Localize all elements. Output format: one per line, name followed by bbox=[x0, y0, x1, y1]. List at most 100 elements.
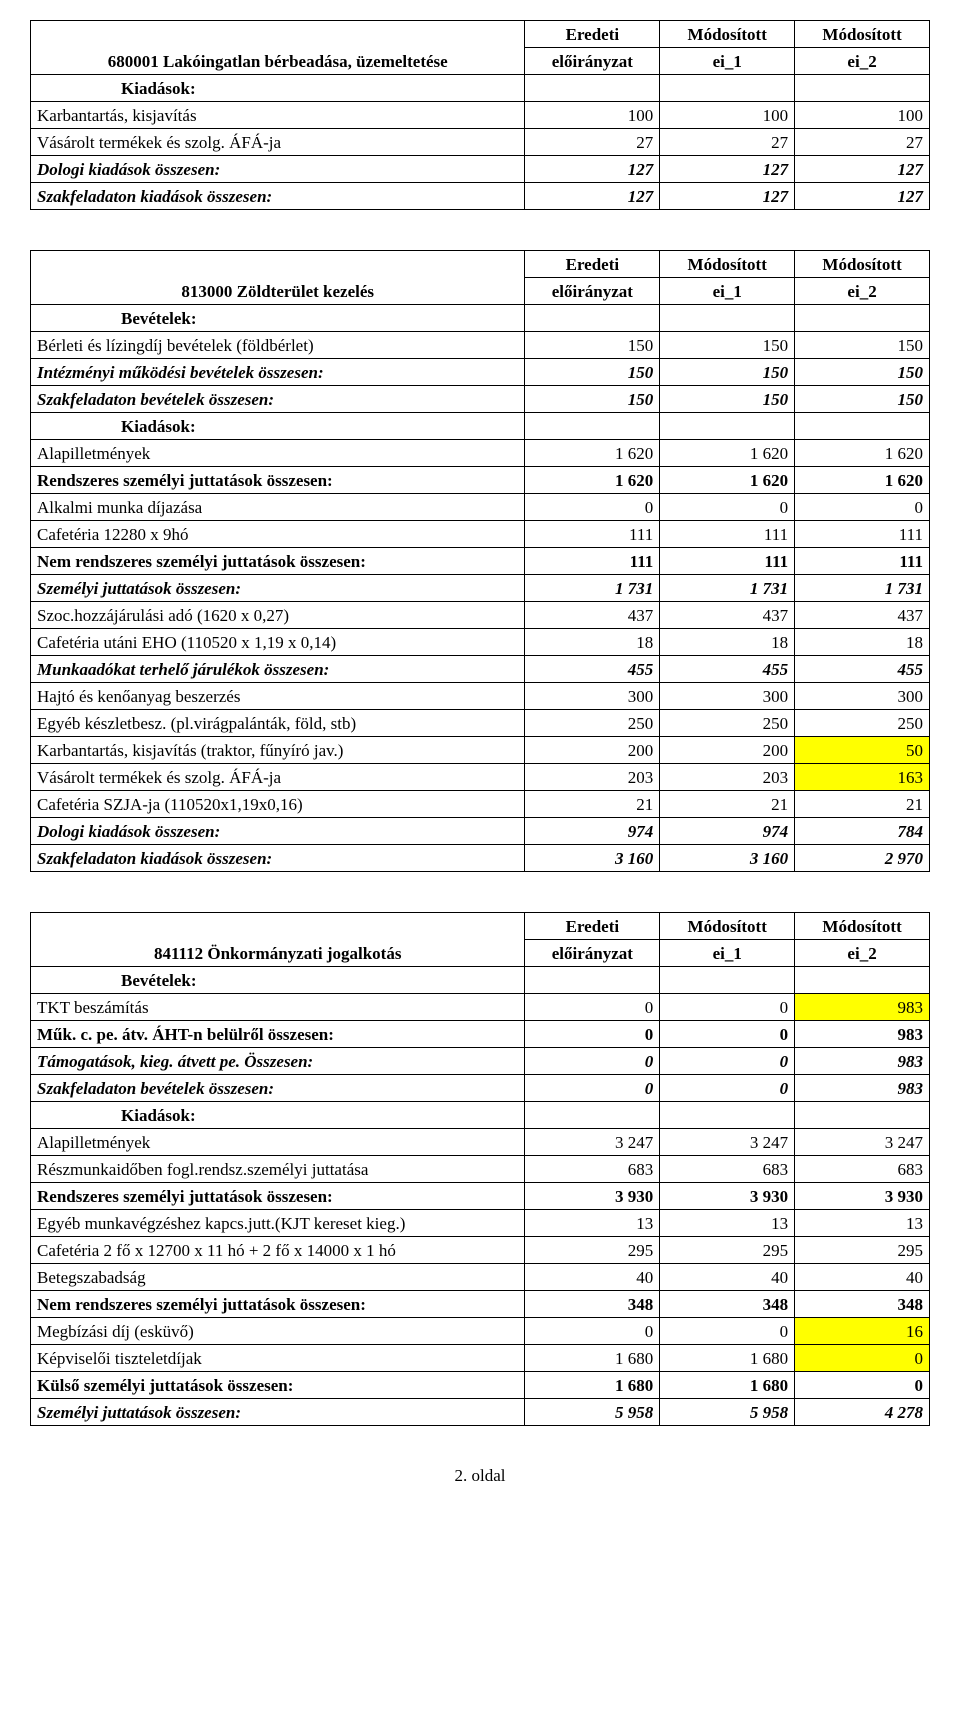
row-label: Szakfeladaton kiadások összesen: bbox=[31, 845, 525, 872]
table-row: Rendszeres személyi juttatások összesen:… bbox=[31, 1183, 930, 1210]
row-value bbox=[795, 967, 930, 994]
row-value: 250 bbox=[660, 710, 795, 737]
table-row: Alapilletmények3 2473 2473 247 bbox=[31, 1129, 930, 1156]
table-row: Szakfeladaton kiadások összesen:12712712… bbox=[31, 183, 930, 210]
table-row: Intézményi működési bevételek összesen:1… bbox=[31, 359, 930, 386]
row-value: 127 bbox=[525, 183, 660, 210]
table-row: Betegszabadság404040 bbox=[31, 1264, 930, 1291]
row-value: 40 bbox=[795, 1264, 930, 1291]
row-label: Intézményi működési bevételek összesen: bbox=[31, 359, 525, 386]
table-row: Dologi kiadások összesen:974974784 bbox=[31, 818, 930, 845]
row-value: 0 bbox=[525, 1048, 660, 1075]
table-row: Személyi juttatások összesen:5 9585 9584… bbox=[31, 1399, 930, 1426]
row-value: 100 bbox=[795, 102, 930, 129]
row-label: Cafetéria SZJA-ja (110520x1,19x0,16) bbox=[31, 791, 525, 818]
hdr-c2a: Módosított bbox=[660, 21, 795, 48]
row-label: Vásárolt termékek és szolg. ÁFÁ-ja bbox=[31, 129, 525, 156]
row-label: Alkalmi munka díjazása bbox=[31, 494, 525, 521]
row-label: Betegszabadság bbox=[31, 1264, 525, 1291]
table-680001: 680001 Lakóingatlan bérbeadása, üzemelte… bbox=[30, 20, 930, 210]
row-value: 27 bbox=[660, 129, 795, 156]
row-value: 150 bbox=[525, 359, 660, 386]
row-value: 0 bbox=[525, 494, 660, 521]
row-value: 974 bbox=[660, 818, 795, 845]
row-label: Műk. c. pe. átv. ÁHT-n belülről összesen… bbox=[31, 1021, 525, 1048]
row-value: 18 bbox=[525, 629, 660, 656]
hdr-c3a: Módosított bbox=[795, 251, 930, 278]
row-value bbox=[660, 413, 795, 440]
row-value: 0 bbox=[660, 994, 795, 1021]
row-value bbox=[795, 1102, 930, 1129]
row-value: 150 bbox=[525, 386, 660, 413]
row-value: 1 680 bbox=[660, 1345, 795, 1372]
table-row: Egyéb készletbesz. (pl.virágpalánták, fö… bbox=[31, 710, 930, 737]
table-row: Megbízási díj (esküvő)0016 bbox=[31, 1318, 930, 1345]
row-label: Karbantartás, kisjavítás bbox=[31, 102, 525, 129]
table-row: Szakfeladaton bevételek összesen:00983 bbox=[31, 1075, 930, 1102]
row-value: 683 bbox=[525, 1156, 660, 1183]
row-value: 150 bbox=[660, 386, 795, 413]
row-label: Egyéb készletbesz. (pl.virágpalánták, fö… bbox=[31, 710, 525, 737]
row-value: 200 bbox=[660, 737, 795, 764]
row-value: 295 bbox=[525, 1237, 660, 1264]
hdr-c1b: előirányzat bbox=[525, 940, 660, 967]
row-label: Támogatások, kieg. átvett pe. Összesen: bbox=[31, 1048, 525, 1075]
row-value: 111 bbox=[525, 521, 660, 548]
hdr-c1b: előirányzat bbox=[525, 278, 660, 305]
row-value: 111 bbox=[525, 548, 660, 575]
row-value: 300 bbox=[660, 683, 795, 710]
row-label: Hajtó és kenőanyag beszerzés bbox=[31, 683, 525, 710]
table-row: Cafetéria SZJA-ja (110520x1,19x0,16)2121… bbox=[31, 791, 930, 818]
row-label: Kiadások: bbox=[31, 413, 525, 440]
row-value: 348 bbox=[660, 1291, 795, 1318]
row-value: 163 bbox=[795, 764, 930, 791]
row-value: 0 bbox=[525, 1075, 660, 1102]
table-body: Bevételek:Bérleti és lízingdíj bevételek… bbox=[31, 305, 930, 872]
table-row: Egyéb munkavégzéshez kapcs.jutt.(KJT ker… bbox=[31, 1210, 930, 1237]
row-value: 150 bbox=[795, 359, 930, 386]
row-value: 3 930 bbox=[795, 1183, 930, 1210]
row-value: 2 970 bbox=[795, 845, 930, 872]
row-value: 16 bbox=[795, 1318, 930, 1345]
row-label: Alapilletmények bbox=[31, 1129, 525, 1156]
row-label: Szoc.hozzájárulási adó (1620 x 0,27) bbox=[31, 602, 525, 629]
row-value: 200 bbox=[525, 737, 660, 764]
row-value: 437 bbox=[660, 602, 795, 629]
table-row: Karbantartás, kisjavítás (traktor, fűnyí… bbox=[31, 737, 930, 764]
hdr-c1a: Eredeti bbox=[525, 21, 660, 48]
hdr-c3b: ei_2 bbox=[795, 278, 930, 305]
row-label: Rendszeres személyi juttatások összesen: bbox=[31, 1183, 525, 1210]
row-value: 455 bbox=[660, 656, 795, 683]
row-label: Kiadások: bbox=[31, 75, 525, 102]
row-value: 150 bbox=[795, 332, 930, 359]
row-value: 3 160 bbox=[525, 845, 660, 872]
row-value: 5 958 bbox=[525, 1399, 660, 1426]
row-value: 0 bbox=[795, 1372, 930, 1399]
row-value: 1 620 bbox=[660, 440, 795, 467]
row-value bbox=[525, 413, 660, 440]
row-value bbox=[795, 413, 930, 440]
row-value: 100 bbox=[660, 102, 795, 129]
row-label: Alapilletmények bbox=[31, 440, 525, 467]
row-value: 1 620 bbox=[660, 467, 795, 494]
table-row: Kiadások: bbox=[31, 1102, 930, 1129]
row-value: 0 bbox=[660, 1021, 795, 1048]
row-value: 983 bbox=[795, 1075, 930, 1102]
row-label: Cafetéria utáni EHO (110520 x 1,19 x 0,1… bbox=[31, 629, 525, 656]
row-value bbox=[795, 305, 930, 332]
row-label: Képviselői tiszteletdíjak bbox=[31, 1345, 525, 1372]
table-row: Bevételek: bbox=[31, 305, 930, 332]
row-value: 3 930 bbox=[525, 1183, 660, 1210]
row-value: 3 247 bbox=[525, 1129, 660, 1156]
row-value bbox=[660, 75, 795, 102]
table-row: Nem rendszeres személyi juttatások össze… bbox=[31, 1291, 930, 1318]
row-value: 127 bbox=[660, 183, 795, 210]
row-value: 455 bbox=[525, 656, 660, 683]
table-row: Hajtó és kenőanyag beszerzés300300300 bbox=[31, 683, 930, 710]
row-value: 21 bbox=[525, 791, 660, 818]
row-value: 127 bbox=[795, 183, 930, 210]
row-value: 0 bbox=[660, 1318, 795, 1345]
table-row: Cafetéria utáni EHO (110520 x 1,19 x 0,1… bbox=[31, 629, 930, 656]
row-label: Nem rendszeres személyi juttatások össze… bbox=[31, 548, 525, 575]
hdr-c3a: Módosított bbox=[795, 21, 930, 48]
